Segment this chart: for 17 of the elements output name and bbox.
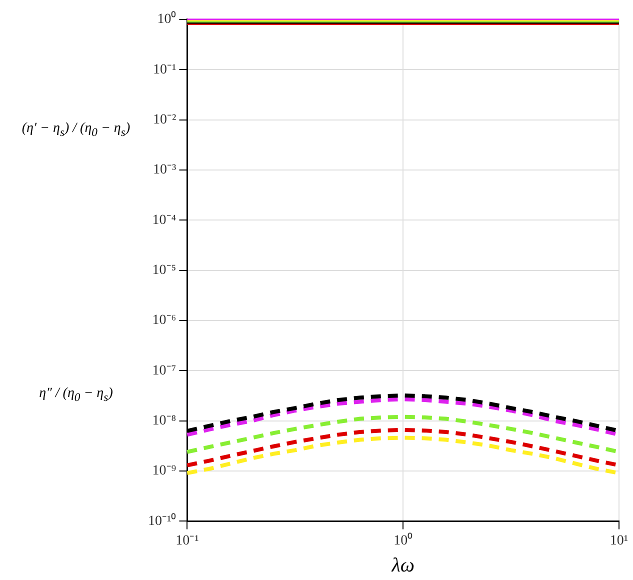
y-tick-label: 10⁰ — [157, 11, 176, 28]
y-tick-label: 10⁻¹ — [152, 62, 176, 78]
y-tick-label: 10⁻⁵ — [152, 262, 176, 278]
y-tick-label: 10⁻⁷ — [152, 363, 176, 378]
y-axis-title: (η′ − η$_{s}$) / (η$_{0}$ − η$_{s}$) — [20, 120, 132, 141]
text: η″ / (η$_{0}$ − η$_{s}$) — [38, 385, 114, 406]
y-tick-label: 10⁻⁹ — [152, 464, 176, 479]
y-tick-label: 10⁻¹⁰ — [148, 512, 176, 529]
x-tick-label: 10¹ — [610, 533, 628, 548]
y-tick-label: 10⁻³ — [152, 162, 176, 178]
y-tick-label: 10⁻⁴ — [152, 212, 176, 228]
x-axis-title: λω — [390, 554, 414, 576]
y-tick-label: 10⁻⁸ — [152, 414, 176, 429]
y-tick-label: 10⁻² — [152, 112, 176, 128]
x-tick-label: 10⁰ — [394, 532, 413, 548]
x-tick-label: 10⁻¹ — [176, 533, 199, 548]
y-tick-label: 10⁻⁶ — [152, 313, 176, 328]
